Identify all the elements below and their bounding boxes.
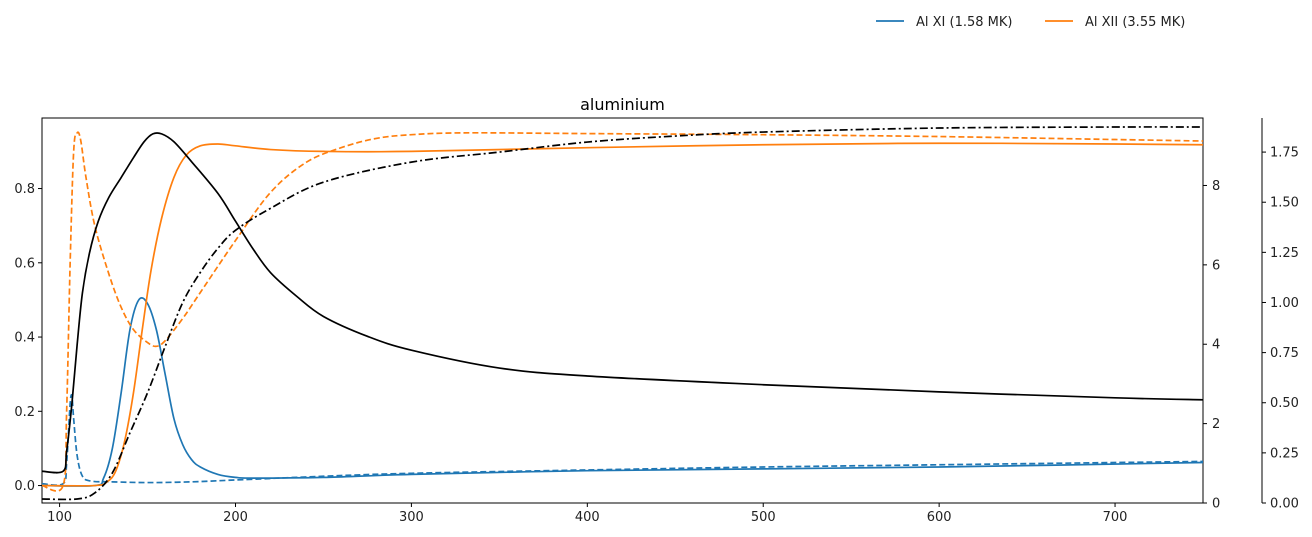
y-right2-tick-label: 0.50 (1270, 396, 1299, 411)
y-right-tick-label: 8 (1212, 179, 1220, 194)
x-axis: 100 200 300 400 500 600 700 (47, 503, 1127, 525)
y-left-tick-label: 0.2 (14, 405, 35, 420)
y-right2-tick-label: 1.75 (1270, 146, 1299, 161)
chart-title: aluminium (580, 95, 665, 114)
series-layer (42, 126, 1203, 501)
y-right2-tick-label: 1.00 (1270, 296, 1299, 311)
x-tick-label: 200 (223, 510, 248, 525)
x-tick-label: 100 (47, 510, 72, 525)
series-line-2-solid (42, 142, 1203, 487)
y-axis-left: 0.0 0.2 0.4 0.6 0.8 (14, 182, 42, 494)
plot-frame (41, 117, 1263, 504)
series-line-4-solid (42, 132, 1203, 474)
y-left-tick-label: 0.4 (14, 331, 35, 346)
y-right-tick-label: 0 (1212, 497, 1220, 512)
y-left-tick-label: 0.0 (14, 479, 35, 494)
y-right2-tick-label: 0.00 (1270, 497, 1299, 512)
y-right-tick-label: 4 (1212, 338, 1220, 353)
y-left-tick-label: 0.8 (14, 182, 35, 197)
series-line-5-dashdot (42, 126, 1203, 501)
y-right-tick-label: 6 (1212, 258, 1220, 273)
y-right2-tick-label: 1.50 (1270, 196, 1299, 211)
x-tick-label: 400 (575, 510, 600, 525)
plot-border (41, 117, 1204, 504)
x-tick-label: 600 (927, 510, 952, 525)
y-right2-tick-label: 0.25 (1270, 446, 1299, 461)
y-right2-tick-label: 0.75 (1270, 346, 1299, 361)
y-axis-right2: 0.00 0.25 0.50 0.75 1.00 1.25 1.50 1.75 (1262, 146, 1299, 512)
y-axis-right: 0 2 4 6 8 (1203, 179, 1220, 512)
legend-label-al-xii: Al XII (3.55 MK) (1085, 15, 1185, 30)
series-line-0-solid (42, 297, 1203, 487)
series-line-3-dashed (42, 131, 1203, 492)
legend: Al XI (1.58 MK) Al XII (3.55 MK) (876, 15, 1185, 30)
x-tick-label: 700 (1103, 510, 1128, 525)
series-line-1-dashed (42, 393, 1203, 487)
y-right2-tick-label: 1.25 (1270, 246, 1299, 261)
y-right-tick-label: 2 (1212, 417, 1220, 432)
legend-label-al-xi: Al XI (1.58 MK) (916, 15, 1012, 30)
y-left-tick-label: 0.6 (14, 256, 35, 271)
x-tick-label: 500 (751, 510, 776, 525)
x-tick-label: 300 (399, 510, 424, 525)
